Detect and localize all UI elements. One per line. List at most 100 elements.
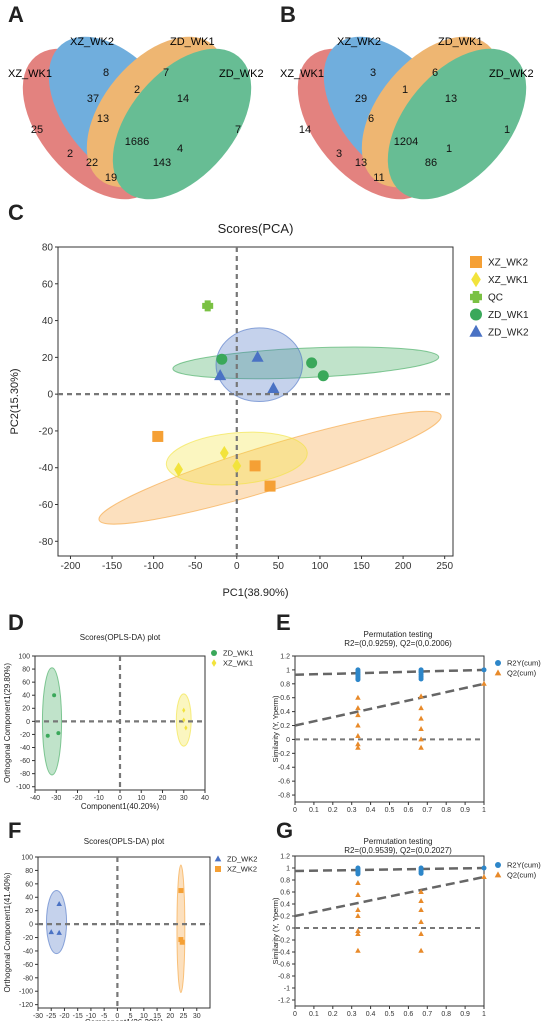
data-point-r2y-cum- — [481, 865, 487, 871]
venn-a-count: 1686 — [125, 136, 149, 148]
y-tick-label: -0.8 — [278, 973, 290, 980]
venn-b-count: 1204 — [394, 136, 418, 148]
x-tick-label: 15 — [153, 1013, 161, 1020]
x-tick-label: 50 — [273, 561, 285, 572]
x-tick-label: 20 — [166, 1013, 174, 1020]
y-tick-label: 1.2 — [280, 653, 290, 660]
x-tick-label: 0.5 — [385, 1011, 395, 1018]
data-point-q2-cum- — [481, 680, 487, 686]
y-tick-label: 60 — [42, 279, 54, 290]
x-tick-label: 30 — [193, 1013, 201, 1020]
y-tick-label: 0 — [29, 922, 33, 929]
data-point-zd-wk2 — [48, 929, 54, 935]
data-point-zd-wk2 — [56, 929, 62, 935]
legend-label: XZ_WK2 — [227, 865, 257, 874]
x-tick-label: 0.6 — [404, 807, 414, 814]
y-tick-label: -60 — [23, 962, 33, 969]
venn-b-count: 3 — [336, 148, 342, 160]
venn-a-count: 13 — [97, 113, 109, 125]
data-point-q2-cum- — [418, 744, 424, 750]
venn-a-set-label-xz-wk2: XZ_WK2 — [70, 36, 114, 48]
data-point-zd-wk2 — [251, 350, 264, 362]
y-tick-label: -0.2 — [278, 751, 290, 758]
data-point-q2-cum- — [355, 732, 361, 738]
venn-b-count: 13 — [355, 157, 367, 169]
y-axis-label: Orthogonal Component1(29.80%) — [3, 663, 12, 783]
x-tick-label: 5 — [129, 1013, 133, 1020]
x-tick-label: -10 — [86, 1013, 96, 1020]
y-tick-label: -0.6 — [278, 779, 290, 786]
legend-label: XZ_WK1 — [488, 275, 528, 286]
y-tick-label: 100 — [21, 854, 33, 861]
confidence-ellipse-zd-wk2 — [215, 327, 303, 402]
legend-marker — [214, 855, 222, 862]
data-point-q2-cum- — [418, 947, 424, 953]
x-tick-label: 0.5 — [385, 807, 395, 814]
x-tick-label: -100 — [144, 561, 164, 572]
data-point-q2-cum- — [355, 931, 361, 936]
x-tick-label: 0.7 — [422, 1011, 432, 1018]
x-tick-label: 100 — [312, 561, 329, 572]
legend-label: XZ_WK1 — [223, 659, 253, 668]
y-tick-label: 0 — [47, 390, 53, 401]
data-point-q2-cum- — [355, 913, 361, 918]
legend-marker — [471, 271, 481, 288]
legend-marker — [470, 308, 482, 321]
y-tick-label: 0.4 — [280, 901, 290, 908]
y-tick-label: 0.8 — [280, 681, 290, 688]
venn-b-count: 29 — [355, 93, 367, 105]
data-point-q2-cum- — [418, 715, 424, 721]
venn-b-count: 11 — [373, 172, 384, 184]
venn-b-set-label-zd-wk1: ZD_WK1 — [438, 36, 483, 48]
opls-da-chart-d: -40 -30 -20 -10 0 10 20 30 40100806040200-20-40-… — [3, 633, 253, 811]
y-tick-label: -0.4 — [278, 949, 290, 956]
x-tick-label: 1 — [482, 1011, 486, 1018]
legend-label: ZD_WK1 — [223, 649, 253, 658]
plot-frame — [294, 855, 485, 1007]
y-tick-label: 0.6 — [280, 695, 290, 702]
legend-label: ZD_WK1 — [488, 310, 529, 321]
chart-title: Scores(OPLS-DA) plot — [80, 633, 161, 642]
data-point-xz-wk1 — [182, 707, 186, 713]
legend-marker — [215, 866, 221, 872]
data-point-q2-cum- — [418, 889, 424, 894]
legend-label: XZ_WK2 — [488, 258, 528, 269]
y-tick-label: 40 — [25, 895, 33, 902]
data-point-r2y-cum- — [418, 676, 424, 682]
plot-frame — [37, 856, 211, 1009]
data-point-q2-cum- — [418, 693, 424, 699]
y-tick-label: 0.6 — [280, 889, 290, 896]
legend-marker — [469, 324, 483, 337]
data-point-zd-wk1 — [306, 357, 318, 369]
x-tick-label: 0 — [293, 1011, 297, 1018]
venn-a-count: 2 — [134, 84, 140, 96]
y-axis-label: PC2(15.30%) — [9, 368, 21, 434]
y-axis-label: Similarity (Y, Yperm) — [271, 695, 280, 763]
panel-label-c: C — [8, 200, 24, 225]
x-tick-label: -25 — [46, 1013, 56, 1020]
data-point-zd-wk2 — [267, 382, 280, 394]
y-tick-label: 0 — [286, 925, 290, 932]
x-tick-label: -30 — [51, 795, 61, 802]
chart-title: Permutation testing — [364, 837, 433, 846]
venn-a-count: 25 — [31, 124, 43, 136]
data-point-q2-cum- — [355, 722, 361, 728]
x-tick-label: -50 — [188, 561, 203, 572]
legend-label: ZD_WK2 — [488, 328, 529, 339]
venn-b-count: 13 — [445, 93, 457, 105]
data-point-q2-cum- — [355, 892, 361, 897]
confidence-ellipse-zd-wk1 — [172, 346, 440, 380]
y-tick-label: -0.6 — [278, 961, 290, 968]
x-tick-label: 40 — [201, 795, 209, 802]
x-tick-label: 0.1 — [309, 807, 319, 814]
venn-a-count: 22 — [86, 157, 98, 169]
y-tick-label: 60 — [25, 881, 33, 888]
venn-a-count: 4 — [177, 143, 183, 155]
y-tick-label: -0.2 — [278, 937, 290, 944]
data-point-q2-cum- — [355, 907, 361, 912]
y-tick-label: 1 — [286, 667, 290, 674]
venn-a-set-label-zd-wk1: ZD_WK1 — [170, 36, 215, 48]
y-tick-label: 20 — [42, 353, 54, 364]
y-tick-label: -120 — [19, 1002, 33, 1009]
permutation-chart-e: 0 0.1 0.2 0.3 0.4 0.5 0.6 0.7 0.8 0.9 1 1.2 1 0.8 0.6 0… — [271, 630, 541, 814]
